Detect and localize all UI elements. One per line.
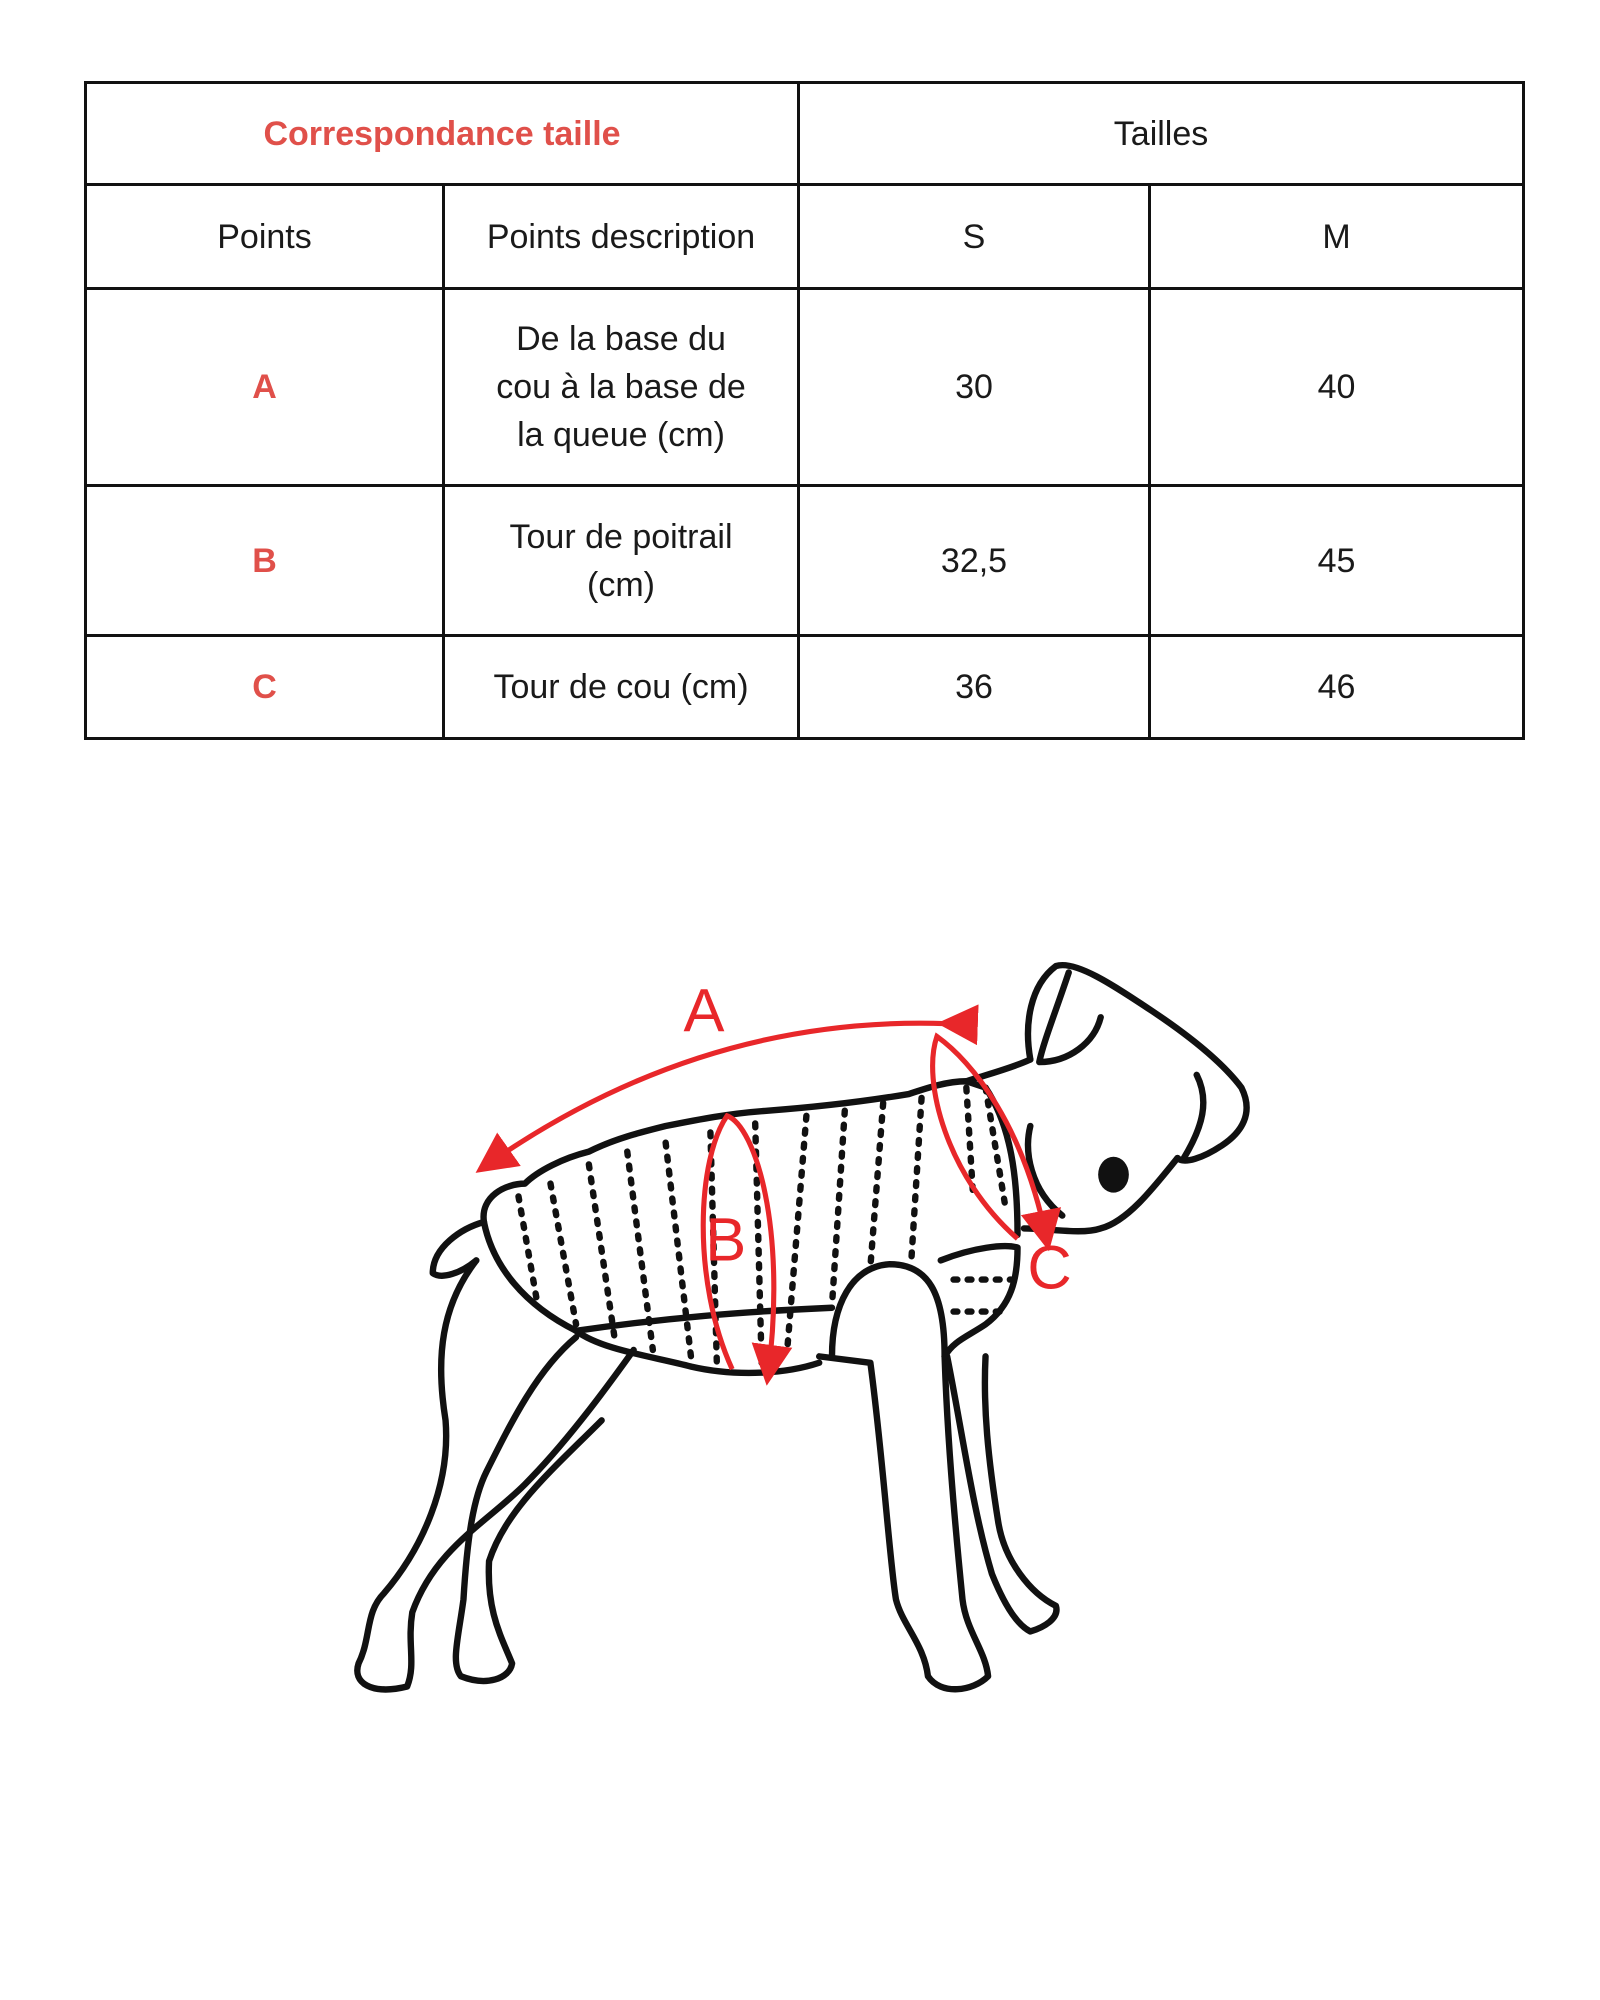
point-description: De la base du cou à la base de la queue … xyxy=(441,287,801,487)
size-m-value: 45 xyxy=(1148,484,1526,637)
table-row: B Tour de poitrail (cm) 32,5 45 xyxy=(84,484,1526,637)
label-b: B xyxy=(705,1205,746,1274)
column-header-description: Points description xyxy=(441,183,801,290)
column-header-m: M xyxy=(1148,183,1526,290)
size-m-value: 46 xyxy=(1148,634,1526,740)
size-s-value: 32,5 xyxy=(797,484,1152,637)
size-s-value: 30 xyxy=(797,287,1152,487)
sizes-header: Tailles xyxy=(797,81,1526,186)
table-title: Correspondance taille xyxy=(83,81,801,186)
point-label: B xyxy=(84,484,445,637)
size-chart-table: Correspondance taille Tailles Points Poi… xyxy=(83,81,1526,740)
point-description: Tour de cou (cm) xyxy=(441,634,801,740)
point-description: Tour de poitrail (cm) xyxy=(441,484,801,637)
dog-nose xyxy=(1098,1156,1129,1193)
size-s-value: 36 xyxy=(797,634,1152,740)
column-header-points: Points xyxy=(84,183,445,290)
measurement-arrows xyxy=(475,1004,1062,1386)
point-label: A xyxy=(84,287,445,487)
dog-outline xyxy=(354,961,1250,1693)
table-row: C Tour de cou (cm) 36 46 xyxy=(84,634,1526,740)
table-row: A De la base du cou à la base de la queu… xyxy=(84,287,1526,487)
size-m-value: 40 xyxy=(1148,287,1526,487)
point-label: C xyxy=(84,634,445,740)
column-header-s: S xyxy=(797,183,1152,290)
label-c: C xyxy=(1027,1234,1071,1303)
label-a: A xyxy=(684,976,725,1045)
